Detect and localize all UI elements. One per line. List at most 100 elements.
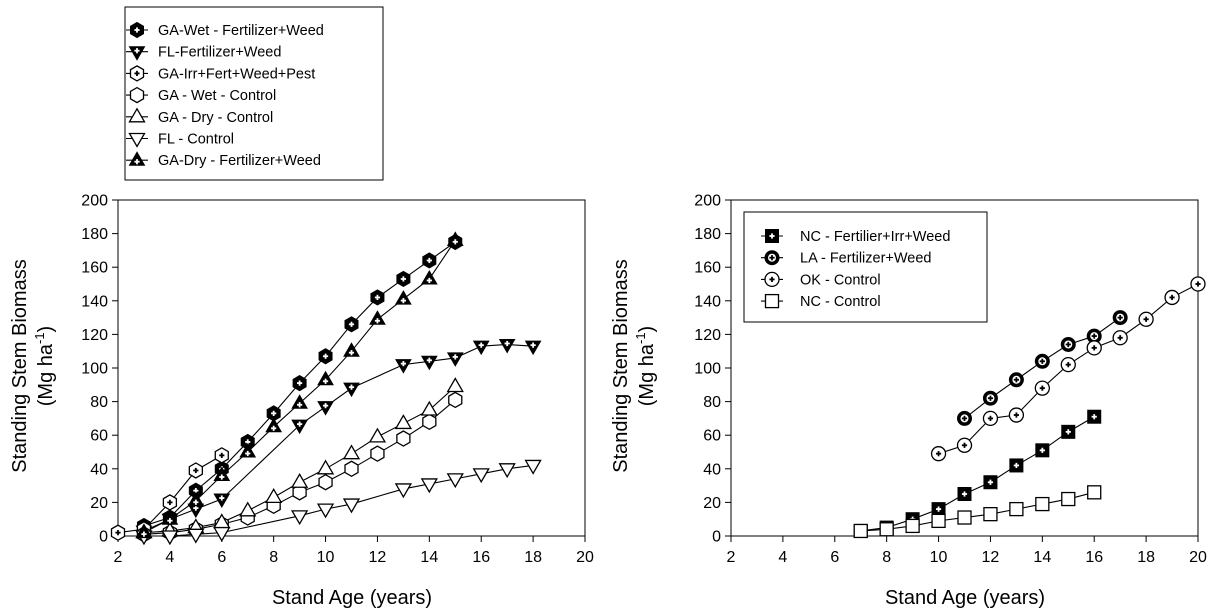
left-series-6-point xyxy=(446,231,464,246)
left-series-4-point xyxy=(342,444,361,460)
left-series-5-point xyxy=(524,459,542,475)
left-y-unit-close: ) xyxy=(35,326,57,333)
left-legend-item: GA-Dry - Fertilizer+Weed xyxy=(126,151,321,169)
right-series-0-point xyxy=(1035,443,1050,458)
right-legend-marker xyxy=(764,250,780,266)
left-legend-label: FL-Fertilizer+Weed xyxy=(158,45,281,61)
right-series-0-point xyxy=(931,502,946,517)
left-series-4-point xyxy=(446,377,464,393)
left-series-5-point xyxy=(187,528,205,544)
right-legend-frame xyxy=(743,211,988,323)
left-series-1-point xyxy=(395,359,412,374)
left-series-1-point xyxy=(524,340,542,356)
right-y-tick-label: 140 xyxy=(694,293,721,310)
right-legend-label: NC - Fertilier+Irr+Weed xyxy=(800,229,950,245)
left-series-4-point xyxy=(368,427,387,443)
right-y-tick-label: 200 xyxy=(694,193,721,210)
right-legend-item: NC - Fertilier+Irr+Weed xyxy=(761,229,950,245)
left-x-tick-label: 20 xyxy=(576,549,594,566)
left-y-ticks: 0 20 40 60 80 100 120 140 160 180 200 xyxy=(81,193,118,546)
left-series-5-point xyxy=(394,483,413,499)
right-series-0-point xyxy=(1061,424,1076,439)
right-series-1-point xyxy=(1112,310,1128,326)
right-y-unit-sup: -1 xyxy=(633,332,648,344)
right-series-1-point xyxy=(1034,353,1050,369)
left-series-3-point xyxy=(448,391,463,409)
right-y-tick-label: 160 xyxy=(694,260,721,277)
left-legend-marker xyxy=(128,132,146,148)
right-series-2-point xyxy=(1086,340,1102,356)
left-series-0-point xyxy=(396,270,411,288)
left-y-axis-label: Standing Stem Biomass xyxy=(9,259,31,472)
left-legend-label: GA-Dry - Fertilizer+Weed xyxy=(158,153,321,169)
left-x-tick-label: 10 xyxy=(317,549,335,566)
left-plot-frame xyxy=(117,199,586,537)
left-y-tick-label: 140 xyxy=(81,293,108,310)
left-series-6-point xyxy=(265,417,283,433)
right-y-axis-label-group: Standing Stem Biomass xyxy=(610,259,632,472)
right-y-tick-label: 180 xyxy=(694,226,721,243)
left-y-tick-label: 180 xyxy=(81,226,108,243)
left-legend-label: FL - Control xyxy=(158,132,234,148)
left-series-6-point xyxy=(135,523,153,539)
left-series-6-point xyxy=(239,442,257,458)
left-series-1-point xyxy=(446,352,464,367)
right-series-2-point xyxy=(930,446,947,462)
left-series-3-point xyxy=(396,430,411,447)
left-y-unit-sup: -1 xyxy=(32,332,47,344)
left-legend-marker xyxy=(129,65,145,82)
right-legend-marker xyxy=(764,293,780,309)
right-y-axis-label: Standing Stem Biomass xyxy=(610,259,632,472)
left-series-6-point xyxy=(161,510,179,525)
left-series-0-point xyxy=(318,348,333,365)
right-x-tick-label: 2 xyxy=(727,549,736,566)
right-series-2-point xyxy=(1190,276,1206,292)
right-x-tick-label: 16 xyxy=(1085,549,1103,566)
left-series-3-point xyxy=(318,473,333,491)
right-x-tick-label: 6 xyxy=(830,549,839,566)
left-legend-marker xyxy=(128,107,146,123)
right-series-3-point xyxy=(853,523,868,539)
right-y-tick-label: 0 xyxy=(712,529,721,546)
left-y-tick-label: 20 xyxy=(90,495,108,512)
right-series-0-point xyxy=(1087,409,1102,424)
left-y-tick-label: 100 xyxy=(81,361,108,378)
right-series-3-point xyxy=(1087,485,1102,500)
left-series-6-point xyxy=(369,310,386,325)
right-series-2-point xyxy=(1034,380,1050,396)
left-series-5-point xyxy=(161,530,179,546)
left-x-tick-label: 2 xyxy=(114,549,123,566)
right-x-tick-label: 18 xyxy=(1137,549,1155,566)
right-series-2-point xyxy=(982,410,999,427)
right-legend-item: LA - Fertilizer+Weed xyxy=(761,250,932,267)
left-series-1-point xyxy=(472,340,490,356)
left-legend-marker xyxy=(128,151,146,166)
right-x-ticks: 2 4 6 8 10 12 14 16 18 20 xyxy=(727,536,1207,566)
left-series-4-point xyxy=(420,400,438,416)
left-x-tick-label: 4 xyxy=(165,549,174,566)
right-legend-marker xyxy=(765,229,779,243)
left-series-5-point xyxy=(472,468,490,484)
left-x-tick-label: 12 xyxy=(369,549,387,566)
right-series-1-point xyxy=(1008,372,1024,388)
left-legend-item: GA - Wet - Control xyxy=(126,86,276,104)
left-series-6-point xyxy=(291,394,308,409)
left-x-tick-label: 14 xyxy=(420,549,438,566)
right-series-1-point xyxy=(982,390,998,406)
right-x-tick-label: 10 xyxy=(930,549,948,566)
left-legend-item: GA - Dry - Control xyxy=(126,107,273,126)
left-x-tick-label: 18 xyxy=(524,549,542,566)
right-x-tick-label: 12 xyxy=(982,549,1000,566)
right-x-tick-label: 20 xyxy=(1189,549,1207,566)
left-y-axis-unit: (Mg ha-1) xyxy=(32,326,57,406)
left-series-1-point xyxy=(498,338,516,354)
right-y-unit-close: ) xyxy=(636,326,658,333)
left-series-4-point xyxy=(394,414,413,430)
right-series-2-point xyxy=(1138,311,1154,327)
right-x-tick-label: 4 xyxy=(778,549,787,566)
left-series-3-point xyxy=(422,413,437,431)
left-y-unit-main: (Mg ha xyxy=(35,343,57,406)
right-series-3-point xyxy=(931,513,946,529)
left-series-3-point xyxy=(292,484,307,501)
right-series-3-point xyxy=(983,507,998,522)
